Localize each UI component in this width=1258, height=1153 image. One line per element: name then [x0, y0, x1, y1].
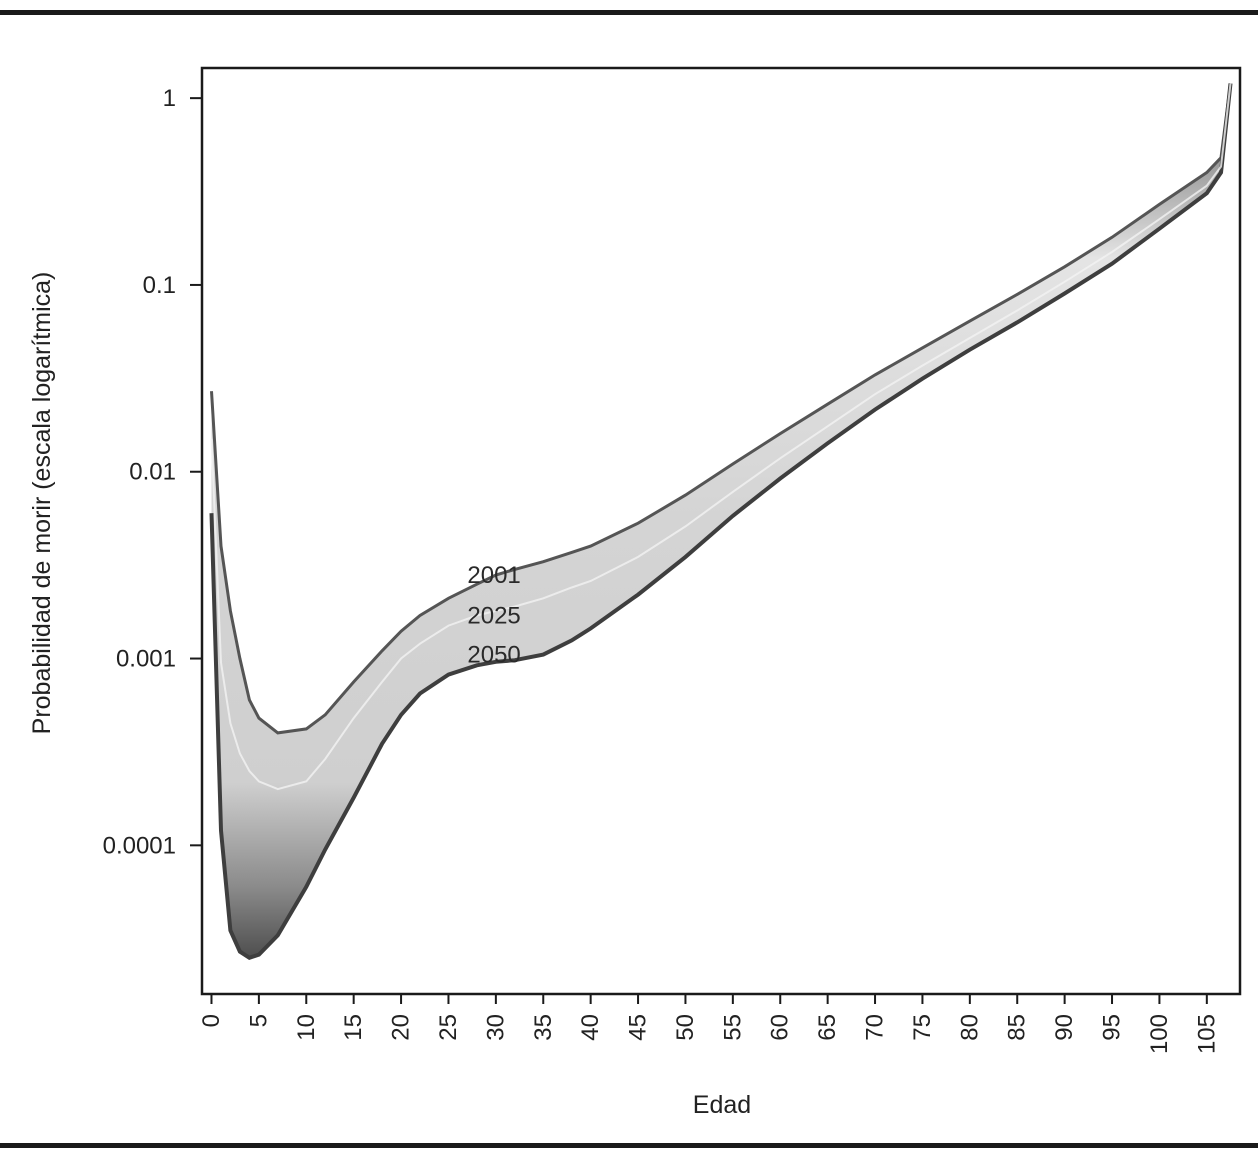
plot-frame	[200, 66, 1242, 996]
x-tick-label: 15	[340, 1014, 367, 1041]
top-rule	[0, 10, 1258, 15]
y-axis: 0.0001 0.001 0.01 0.1 1	[103, 85, 202, 859]
x-tick-label: 35	[530, 1014, 557, 1041]
x-axis-title: Edad	[693, 1091, 751, 1119]
x-tick-label: 45	[625, 1014, 652, 1041]
plot-area	[209, 83, 1233, 961]
x-axis: 0 5 10 15 20 25 30 35 40 45 50 55 60 65 70 75 80 85 90 95 10…	[198, 994, 1220, 1054]
y-tick-label: 0.001	[116, 646, 176, 673]
x-tick-label: 80	[956, 1014, 983, 1041]
series-line-2025	[210, 83, 1232, 791]
x-tick-label: 25	[435, 1014, 462, 1041]
x-tick-label: 70	[862, 1014, 889, 1041]
x-tick-label: 40	[577, 1014, 604, 1041]
x-tick-label: 5	[245, 1014, 272, 1027]
x-tick-label: 95	[1099, 1014, 1126, 1041]
y-tick-label: 0.1	[143, 272, 176, 299]
y-tick-label: 0.0001	[103, 832, 176, 859]
series-labels: 2001 2025 2050	[467, 562, 520, 669]
x-tick-label: 10	[293, 1014, 320, 1041]
bottom-rule	[0, 1143, 1258, 1148]
series-line-2050	[209, 83, 1233, 961]
x-tick-label: 60	[767, 1014, 794, 1041]
series-line-2001	[210, 83, 1232, 735]
x-tick-label: 90	[1051, 1014, 1078, 1041]
x-tick-label: 20	[388, 1014, 415, 1041]
series-label-2025: 2025	[467, 603, 520, 630]
series-label-2001: 2001	[467, 562, 520, 589]
mortality-band	[211, 83, 1231, 958]
x-tick-label: 30	[482, 1014, 509, 1041]
y-tick-label: 0.01	[129, 459, 176, 486]
x-tick-label: 50	[672, 1014, 699, 1041]
x-tick-label: 65	[814, 1014, 841, 1041]
x-tick-label: 105	[1193, 1014, 1220, 1054]
y-tick-label: 1	[163, 85, 176, 112]
x-tick-label: 75	[909, 1014, 936, 1041]
x-tick-label: 0	[198, 1014, 225, 1027]
x-tick-label: 85	[1004, 1014, 1031, 1041]
series-label-2050: 2050	[467, 642, 520, 669]
y-axis-title: Probabilidad de morir (escala logarítmic…	[28, 272, 56, 735]
x-tick-label: 55	[719, 1014, 746, 1041]
x-tick-label: 100	[1146, 1014, 1173, 1054]
